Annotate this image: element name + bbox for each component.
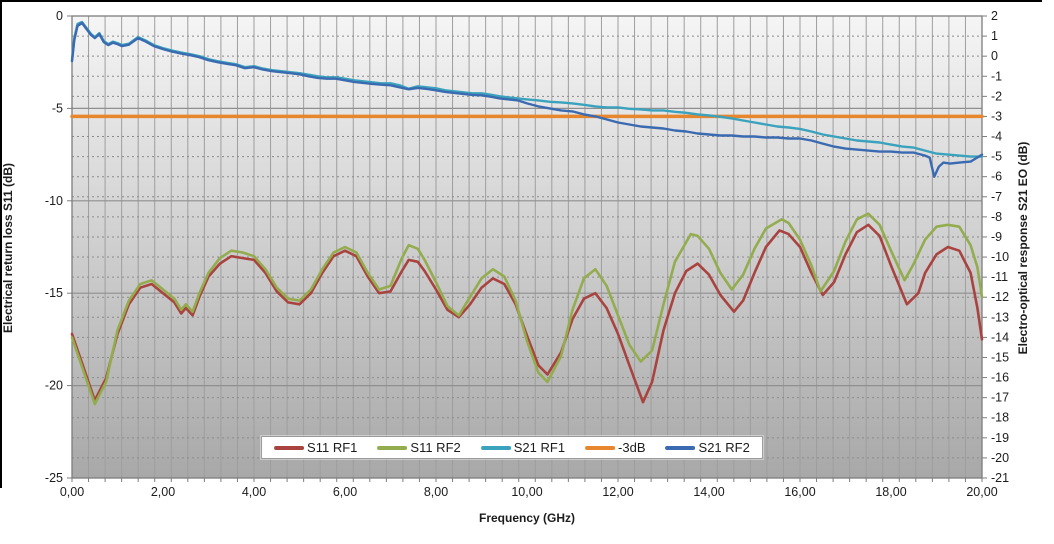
legend-line-swatch-s21-rf2 (665, 445, 696, 450)
svg-text:-20: -20 (45, 379, 63, 393)
svg-text:-14: -14 (991, 330, 1009, 344)
legend-line-swatch-s11-rf2 (377, 445, 408, 450)
svg-text:-10: -10 (991, 250, 1009, 264)
svg-text:2: 2 (991, 9, 998, 23)
legend-label-s11-rf2: S11 RF2 (410, 440, 461, 455)
legend-label-s11-rf1: S11 RF1 (307, 440, 358, 455)
legend-item-minus3db: -3dB (585, 440, 646, 455)
svg-text:-3: -3 (991, 109, 1002, 123)
svg-text:2,00: 2,00 (151, 485, 175, 499)
svg-text:20,00: 20,00 (966, 485, 997, 499)
svg-text:-5: -5 (991, 150, 1002, 164)
svg-text:14,00: 14,00 (693, 485, 724, 499)
svg-text:10,00: 10,00 (511, 485, 542, 499)
x-axis-title: Frequency (GHz) (478, 511, 575, 525)
svg-text:0,00: 0,00 (60, 485, 84, 499)
legend-line-swatch-s11-rf1 (274, 445, 305, 450)
svg-text:18,00: 18,00 (875, 485, 906, 499)
legend-item-s11-rf1: S11 RF1 (274, 441, 357, 454)
svg-text:-15: -15 (991, 350, 1009, 364)
svg-text:-4: -4 (991, 130, 1002, 144)
svg-text:-20: -20 (991, 451, 1009, 465)
svg-text:8,00: 8,00 (424, 485, 448, 499)
svg-text:1: 1 (991, 29, 998, 43)
svg-text:-2: -2 (991, 89, 1002, 103)
legend-label-s21-rf1: S21 RF1 (513, 440, 566, 455)
svg-text:-5: -5 (52, 101, 63, 115)
svg-text:0: 0 (991, 49, 998, 63)
legend-item-s21-rf1: S21 RF1 (480, 440, 566, 455)
svg-text:0: 0 (56, 9, 63, 23)
legend-line-swatch-s21-rf1 (480, 445, 511, 450)
svg-text:12,00: 12,00 (602, 485, 633, 499)
svg-text:-21: -21 (991, 471, 1009, 485)
legend-line-swatch-minus3db (585, 445, 616, 450)
svg-text:-10: -10 (45, 194, 63, 208)
svg-text:-7: -7 (991, 190, 1002, 204)
svg-text:-12: -12 (991, 290, 1009, 304)
svg-text:-18: -18 (991, 411, 1009, 425)
svg-text:16,00: 16,00 (784, 485, 815, 499)
legend-label-s21-rf2: S21 RF2 (698, 440, 750, 455)
svg-text:-11: -11 (991, 270, 1008, 284)
svg-text:-25: -25 (45, 471, 63, 485)
y-axis-left-title: Electrical return loss S11 (dB) (1, 162, 15, 334)
legend: S11 RF1 S11 RF2 S21 RF1 -3dB S21 RF2 (261, 436, 763, 459)
legend-item-s21-rf2: S21 RF2 (665, 440, 750, 455)
svg-text:-9: -9 (991, 230, 1002, 244)
svg-text:-15: -15 (45, 286, 63, 300)
svg-text:-16: -16 (991, 371, 1009, 385)
screenshot-left-border (0, 0, 2, 488)
svg-text:-6: -6 (991, 170, 1002, 184)
svg-text:-17: -17 (991, 391, 1009, 405)
legend-item-s11-rf2: S11 RF2 (377, 440, 461, 455)
svg-text:4,00: 4,00 (242, 485, 266, 499)
svg-text:-1: -1 (991, 69, 1002, 83)
svg-text:-8: -8 (991, 210, 1002, 224)
svg-text:6,00: 6,00 (333, 485, 357, 499)
svg-text:-13: -13 (991, 310, 1009, 324)
legend-label-minus3db: -3dB (618, 440, 646, 455)
screenshot-top-border (0, 0, 1042, 2)
y-axis-right-title: Electro-optical response S21 EO (dB) (1016, 141, 1030, 355)
svg-text:-19: -19 (991, 431, 1009, 445)
